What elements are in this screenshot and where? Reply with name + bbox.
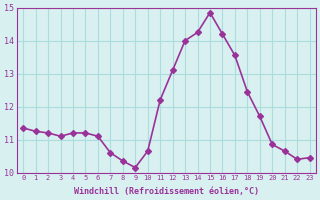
X-axis label: Windchill (Refroidissement éolien,°C): Windchill (Refroidissement éolien,°C) [74, 187, 259, 196]
